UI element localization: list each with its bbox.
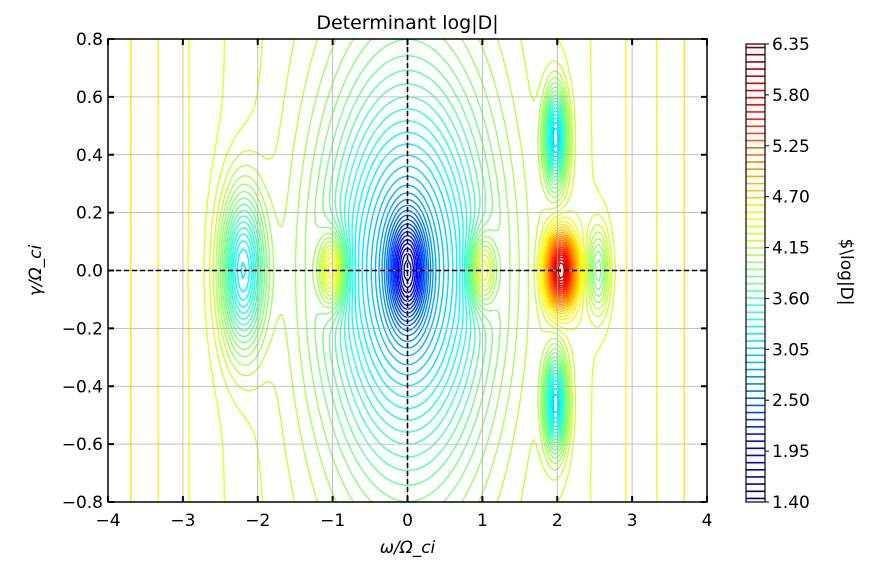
x-tick-label: −3: [170, 511, 195, 531]
y-tick-label: −0.2: [62, 319, 103, 339]
contour-level: [366, 127, 559, 414]
chart-title: Determinant log|D|: [316, 12, 498, 34]
contour-level: [397, 242, 418, 299]
x-tick-label: 1: [477, 511, 488, 531]
colorbar-tick-label: 3.60: [772, 289, 810, 309]
x-tick-label: 3: [627, 511, 638, 531]
contour-level: [547, 235, 576, 306]
contour-level: [400, 252, 415, 289]
contour-level: [543, 226, 580, 315]
x-tick-label: −2: [245, 511, 270, 531]
x-tick-label: 2: [552, 511, 563, 531]
y-tick-label: 0.0: [76, 262, 103, 282]
contour-level: [392, 227, 423, 314]
y-tick-label: 0.6: [76, 88, 103, 108]
y-tick-label: 0.2: [76, 204, 103, 224]
contour-level: [399, 247, 416, 294]
colorbar-tick-label: 5.25: [772, 137, 810, 157]
colorbar-label: $\log|D|: [836, 238, 856, 305]
contour-level: [378, 192, 437, 349]
colorbar-frame: [745, 43, 766, 503]
colorbar-tick-label: 2.50: [772, 391, 810, 411]
contour-level: [224, 55, 567, 486]
colorbar-tick-label: 4.70: [772, 188, 810, 208]
colorbar-tick-label: 6.35: [772, 35, 810, 55]
contour-level: [130, 38, 685, 503]
contour-level: [385, 209, 430, 332]
reference-lines: [108, 39, 707, 502]
contour-level: [230, 107, 564, 434]
contour-level: [370, 175, 445, 366]
y-tick-label: −0.8: [62, 493, 103, 513]
contour-level: [387, 214, 428, 327]
x-axis-label: ω/Ω_ci: [380, 538, 436, 558]
y-tick-label: −0.4: [62, 377, 103, 397]
contour-level: [557, 262, 565, 279]
contour-level: [226, 69, 566, 472]
contour-level: [545, 231, 578, 310]
contour-level: [212, 38, 611, 503]
contour-level: [552, 250, 570, 291]
y-tick-label: −0.6: [62, 435, 103, 455]
x-tick-label: 4: [702, 511, 713, 531]
contour-level: [389, 218, 426, 323]
contour-level: [393, 230, 422, 311]
colorbar-tick-label: 1.40: [772, 493, 810, 513]
contour-level: [219, 38, 606, 503]
y-axis-label: γ/Ω_ci: [26, 245, 46, 297]
contour-level: [209, 38, 613, 503]
contour-level: [157, 38, 658, 503]
contour-level: [217, 38, 608, 503]
contour-level: [544, 229, 579, 312]
contour-level: [203, 38, 616, 503]
contour-level: [549, 241, 574, 300]
contour-level: [553, 252, 569, 289]
contour-level: [223, 38, 602, 503]
contour-level: [232, 110, 563, 431]
x-tick-label: −4: [95, 511, 120, 531]
colorbar-tick-label: 3.05: [772, 340, 810, 360]
y-tick-label: 0.8: [76, 30, 103, 50]
contour-level: [215, 38, 609, 503]
contour-level: [383, 204, 432, 337]
y-tick-label: 0.4: [76, 146, 103, 166]
x-tick-label: 0: [402, 511, 413, 531]
colorbar-tick-label: 4.15: [772, 239, 810, 259]
colorbar-tick-label: 5.80: [772, 86, 810, 106]
contour-level: [394, 234, 421, 307]
colorbar-tick-label: 1.95: [772, 442, 810, 462]
contour-level: [240, 122, 560, 419]
contour-level: [390, 223, 425, 318]
axis-ticks: −4 −3 −2 −1 0 1 2 3 4 −0.8 −0.6 −0.4 −0.2 0.0 0.2 0.4 0.…: [62, 30, 713, 531]
x-tick-label: −1: [320, 511, 345, 531]
contour-level: [551, 246, 572, 295]
contour-level: [374, 184, 441, 357]
contour-level: [227, 83, 565, 458]
colorbar: 1.40 1.95 2.50 3.05 3.60 4.15 4.70 5.25 5.80 6.35: [745, 35, 810, 513]
contour-level: [234, 114, 562, 427]
contour-level: [236, 117, 561, 424]
contour-level: [187, 38, 628, 503]
contour-level: [221, 38, 604, 503]
